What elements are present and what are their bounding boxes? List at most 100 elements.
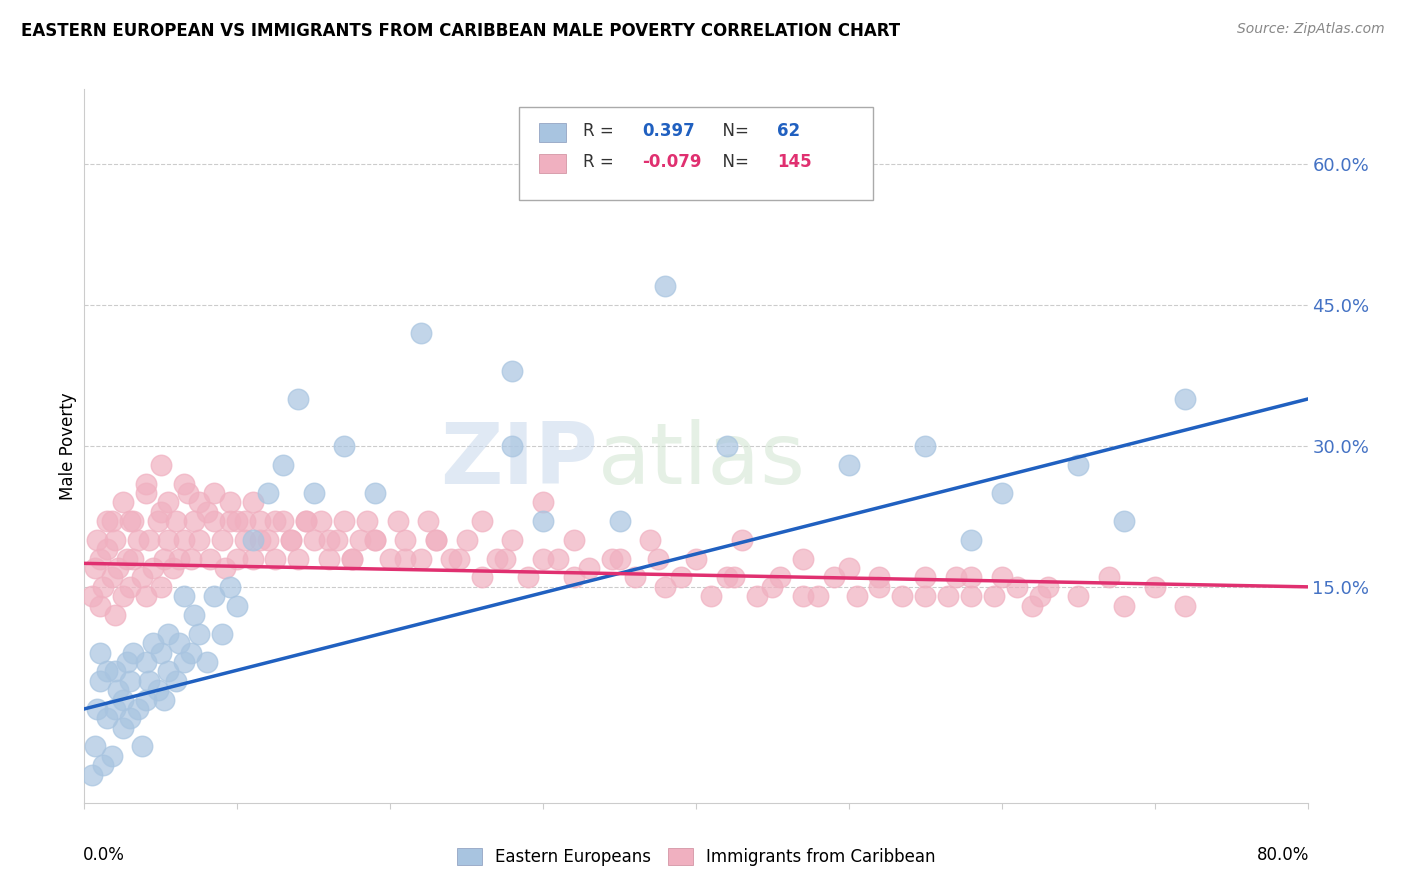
Point — [104, 702, 127, 716]
Point — [115, 655, 138, 669]
Point — [146, 514, 169, 528]
Point — [531, 514, 554, 528]
Point — [264, 514, 287, 528]
Point — [340, 551, 363, 566]
Text: Source: ZipAtlas.com: Source: ZipAtlas.com — [1237, 22, 1385, 37]
Point — [914, 570, 936, 584]
Text: N=: N= — [711, 121, 754, 139]
Point — [731, 533, 754, 547]
Point — [242, 495, 264, 509]
Point — [761, 580, 783, 594]
Point — [991, 570, 1014, 584]
Point — [295, 514, 318, 528]
Point — [214, 561, 236, 575]
Point — [127, 702, 149, 716]
Point — [531, 495, 554, 509]
Point — [195, 505, 218, 519]
Point — [624, 570, 647, 584]
Point — [226, 551, 249, 566]
Point — [287, 551, 309, 566]
Point — [502, 439, 524, 453]
Text: 145: 145 — [776, 153, 811, 171]
Point — [792, 551, 814, 566]
Point — [115, 551, 138, 566]
Point — [716, 570, 738, 584]
Text: 0.397: 0.397 — [643, 121, 695, 139]
Point — [609, 514, 631, 528]
Point — [271, 514, 294, 528]
Text: 62: 62 — [776, 121, 800, 139]
Point — [1114, 599, 1136, 613]
Point — [188, 495, 211, 509]
Point — [838, 458, 860, 472]
Point — [153, 551, 176, 566]
Point — [211, 533, 233, 547]
Point — [149, 646, 172, 660]
Y-axis label: Male Poverty: Male Poverty — [59, 392, 77, 500]
Point — [302, 533, 325, 547]
Point — [86, 533, 108, 547]
Point — [257, 486, 280, 500]
Point — [135, 486, 157, 500]
Point — [333, 514, 356, 528]
Point — [494, 551, 516, 566]
Point — [120, 580, 142, 594]
Point — [202, 486, 225, 500]
Point — [211, 627, 233, 641]
Point — [1067, 589, 1090, 603]
Point — [983, 589, 1005, 603]
Point — [101, 514, 124, 528]
Point — [89, 646, 111, 660]
Point — [447, 551, 470, 566]
Point — [233, 533, 256, 547]
Point — [135, 655, 157, 669]
Legend: Eastern Europeans, Immigrants from Caribbean: Eastern Europeans, Immigrants from Carib… — [450, 841, 942, 873]
Point — [340, 551, 363, 566]
Point — [531, 551, 554, 566]
Point — [654, 279, 676, 293]
Point — [333, 439, 356, 453]
Point — [723, 570, 745, 584]
Text: atlas: atlas — [598, 418, 806, 502]
Point — [1114, 514, 1136, 528]
Point — [104, 533, 127, 547]
Point — [609, 551, 631, 566]
Point — [142, 636, 165, 650]
Point — [1174, 599, 1197, 613]
Point — [177, 486, 200, 500]
Point — [287, 392, 309, 406]
Point — [807, 589, 830, 603]
Point — [669, 570, 692, 584]
Text: R =: R = — [583, 121, 620, 139]
Point — [138, 673, 160, 688]
Point — [226, 514, 249, 528]
Point — [356, 514, 378, 528]
Point — [264, 551, 287, 566]
Text: 0.0%: 0.0% — [83, 846, 125, 863]
Point — [747, 589, 769, 603]
Point — [456, 533, 478, 547]
Point — [195, 655, 218, 669]
Point — [547, 551, 569, 566]
Point — [218, 495, 240, 509]
Point — [149, 505, 172, 519]
Point — [104, 665, 127, 679]
Point — [516, 570, 538, 584]
Point — [823, 570, 845, 584]
Point — [271, 458, 294, 472]
Point — [1143, 580, 1166, 594]
Point — [425, 533, 447, 547]
Point — [364, 533, 387, 547]
Text: 80.0%: 80.0% — [1257, 846, 1309, 863]
Point — [869, 570, 891, 584]
Point — [425, 533, 447, 547]
Point — [792, 589, 814, 603]
Point — [104, 607, 127, 622]
Point — [1005, 580, 1028, 594]
Point — [440, 551, 463, 566]
Point — [700, 589, 723, 603]
Point — [257, 533, 280, 547]
FancyBboxPatch shape — [540, 123, 567, 142]
Point — [173, 533, 195, 547]
Point — [84, 561, 107, 575]
